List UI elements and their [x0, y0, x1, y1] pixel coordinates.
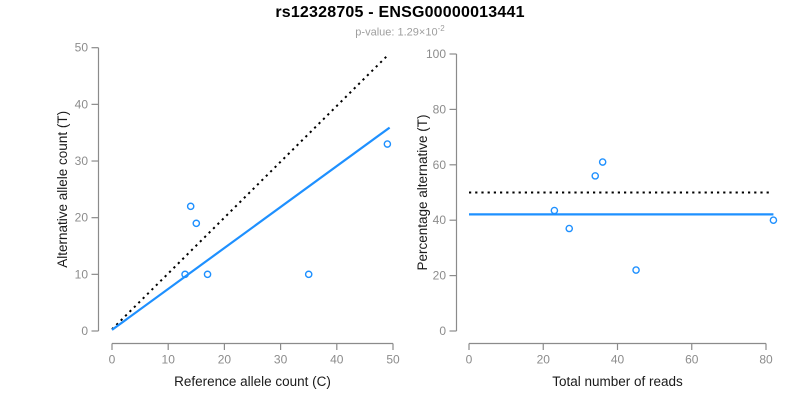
y-axis-title: Percentage alternative (T): [415, 114, 430, 270]
y-tick-label: 40: [75, 97, 89, 111]
right-scatter-panel: 0 20 40 60 80 0 20 40 60 80 100 Total number of rea…: [415, 47, 778, 389]
data-point: [769, 216, 778, 224]
y-tick-label: 0: [81, 324, 88, 338]
data-point: [598, 158, 607, 166]
y-tick-label: 100: [426, 47, 446, 61]
plot-subtitle: p-value: 1.29×10-2: [0, 24, 800, 39]
y-tick-label: 50: [75, 41, 89, 55]
x-tick-label: 0: [109, 353, 116, 367]
y-tick-label: 20: [75, 211, 89, 225]
y-tick-label: 60: [433, 158, 447, 172]
x-axis-title: Total number of reads: [552, 374, 683, 389]
x-tick-label: 10: [162, 353, 176, 367]
data-point: [203, 270, 212, 279]
y-tick-label: 10: [75, 267, 89, 281]
x-tick-label: 60: [685, 353, 699, 367]
x-tick-label: 40: [330, 353, 344, 367]
x-tick-label: 50: [386, 353, 400, 367]
data-point: [383, 140, 392, 148]
x-tick-label: 20: [218, 353, 232, 367]
x-tick-label: 80: [759, 353, 773, 367]
y-tick-label: 40: [433, 213, 447, 227]
pvalue-base: 1.29×10: [397, 26, 438, 39]
data-point: [181, 270, 189, 279]
y-axis-title: Alternative allele count (T): [55, 111, 70, 268]
plot-title: rs12328705 - ENSG00000013441: [275, 4, 525, 21]
x-tick-label: 0: [466, 353, 473, 367]
data-point: [192, 219, 201, 228]
x-tick-label: 40: [611, 353, 625, 367]
x-tick-label: 30: [274, 353, 288, 367]
data-point: [550, 206, 559, 215]
figure-header: rs12328705 - ENSG00000013441 p-value: 1.…: [0, 4, 800, 39]
data-point: [565, 224, 574, 233]
identity-line: [111, 54, 389, 331]
data-point: [632, 266, 640, 274]
pvalue-exponent: -2: [437, 24, 445, 33]
x-tick-label: 20: [537, 353, 551, 367]
y-tick-label: 80: [433, 102, 447, 116]
left-scatter-panel: 0 10 20 30 40 50 0 10 20 30 40 50 Reference allele c…: [55, 41, 400, 389]
y-tick-label: 0: [439, 324, 446, 338]
data-point: [591, 172, 600, 180]
data-point: [304, 270, 313, 279]
y-tick-label: 20: [433, 269, 447, 283]
x-axis-title: Reference allele count (C): [174, 374, 331, 389]
regression-line: [111, 126, 391, 331]
pvalue-label: p-value:: [355, 26, 395, 39]
y-tick-label: 30: [75, 154, 89, 168]
data-point: [186, 202, 195, 211]
